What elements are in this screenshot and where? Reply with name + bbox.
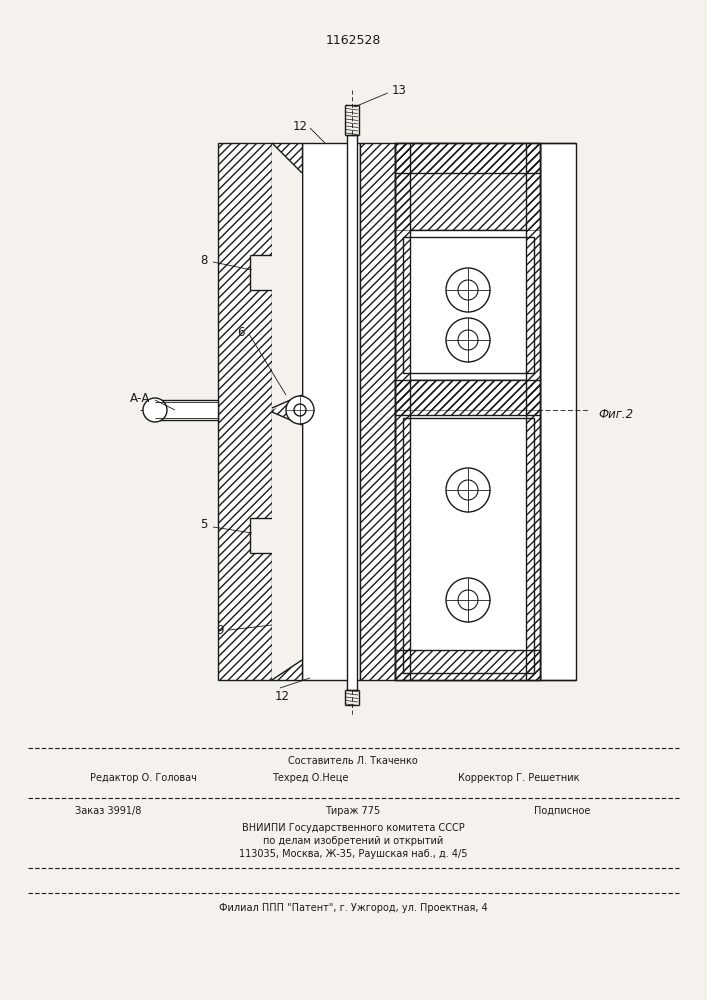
Polygon shape: [395, 230, 540, 380]
Polygon shape: [395, 143, 410, 680]
Text: Тираж 775: Тираж 775: [325, 806, 380, 816]
Polygon shape: [395, 143, 540, 230]
Circle shape: [286, 396, 314, 424]
Polygon shape: [250, 255, 272, 290]
Text: Корректор Г. Решетник: Корректор Г. Решетник: [459, 773, 580, 783]
Text: по делам изобретений и открытий: по делам изобретений и открытий: [263, 836, 443, 846]
Text: Редактор О. Головач: Редактор О. Головач: [90, 773, 197, 783]
Polygon shape: [526, 143, 540, 680]
Polygon shape: [403, 418, 534, 673]
Polygon shape: [395, 143, 540, 173]
Polygon shape: [395, 650, 540, 680]
Circle shape: [458, 330, 478, 350]
Text: 1162528: 1162528: [325, 33, 380, 46]
Polygon shape: [155, 400, 218, 420]
Circle shape: [458, 480, 478, 500]
Polygon shape: [302, 143, 360, 680]
Polygon shape: [395, 380, 540, 415]
Text: Составитель Л. Ткаченко: Составитель Л. Ткаченко: [288, 756, 418, 766]
Polygon shape: [360, 143, 395, 680]
Text: 13: 13: [392, 84, 407, 97]
Polygon shape: [395, 380, 540, 410]
Circle shape: [143, 398, 167, 422]
Polygon shape: [272, 143, 302, 680]
Text: 5: 5: [201, 518, 208, 532]
Polygon shape: [272, 143, 302, 410]
Polygon shape: [403, 237, 534, 373]
Polygon shape: [395, 410, 540, 680]
Text: Подписное: Подписное: [534, 806, 590, 816]
Polygon shape: [218, 143, 272, 680]
Circle shape: [446, 468, 490, 512]
Text: 8: 8: [201, 253, 208, 266]
Circle shape: [446, 578, 490, 622]
Polygon shape: [272, 412, 302, 680]
Text: 12: 12: [293, 120, 308, 133]
Polygon shape: [250, 518, 272, 553]
Circle shape: [446, 318, 490, 362]
Text: А-А: А-А: [130, 391, 151, 404]
Text: Заказ 3991/8: Заказ 3991/8: [75, 806, 141, 816]
Circle shape: [458, 280, 478, 300]
Text: 6: 6: [238, 326, 245, 338]
Polygon shape: [540, 143, 576, 680]
Text: 12: 12: [275, 690, 290, 703]
Text: Филиал ППП "Патент", г. Ужгород, ул. Проектная, 4: Филиал ППП "Патент", г. Ужгород, ул. Про…: [218, 903, 487, 913]
Circle shape: [446, 268, 490, 312]
Circle shape: [458, 590, 478, 610]
Text: 9: 9: [216, 624, 224, 637]
Text: 113035, Москва, Ж-35, Раушская наб., д. 4/5: 113035, Москва, Ж-35, Раушская наб., д. …: [239, 849, 467, 859]
Text: Фиг.2: Фиг.2: [598, 408, 633, 422]
Circle shape: [294, 404, 306, 416]
Text: ВНИИПИ Государственного комитета СССР: ВНИИПИ Государственного комитета СССР: [242, 823, 464, 833]
Polygon shape: [347, 135, 357, 690]
Text: Техред О.Неце: Техред О.Неце: [271, 773, 349, 783]
